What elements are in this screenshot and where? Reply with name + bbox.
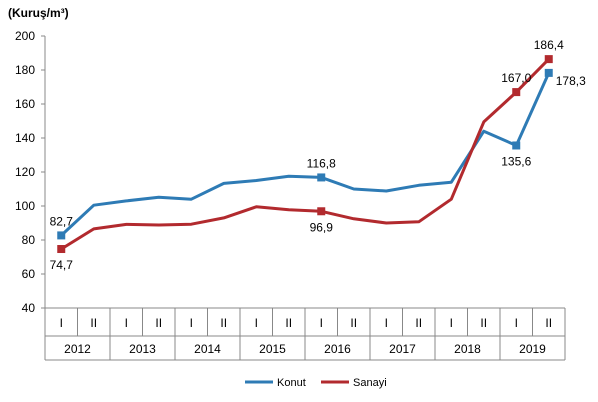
x-tick-label: I [255,316,258,330]
x-tick-label: I [385,316,388,330]
year-label: 2012 [64,342,91,356]
data-label-sanayi: 167,0 [501,71,531,85]
x-tick-label: I [60,316,63,330]
data-label-konut: 116,8 [307,156,336,170]
data-point-sanayi [317,207,326,216]
legend: Konut Sanayi [245,377,387,389]
x-tick-label: II [285,316,292,330]
year-label: 2019 [519,342,546,356]
year-label: 2016 [324,342,351,356]
y-tick-label: 80 [22,233,36,247]
y-tick-label: 140 [15,131,35,145]
y-axis-label: (Kuruş/m³) [8,6,69,20]
x-tick-label: II [350,316,357,330]
series-line-sanayi [60,58,550,251]
y-tick-label: 100 [15,199,35,213]
y-tick-label: 160 [15,97,35,111]
year-label: 2013 [129,342,156,356]
year-label: 2014 [194,342,221,356]
x-tick-label: I [125,316,128,330]
data-point-konut [512,141,521,150]
data-point-sanayi [512,88,521,97]
x-tick-label: II [480,316,487,330]
data-point-konut [317,173,326,182]
x-tick-label: II [545,316,552,330]
year-label: 2015 [259,342,286,356]
y-tick-label: 120 [15,165,35,179]
x-tick-label: I [190,316,193,330]
data-label-konut: 135,6 [501,154,531,168]
data-label-konut: 82,7 [50,214,74,228]
data-point-sanayi [57,245,66,254]
year-label: 2017 [389,342,416,356]
x-tick-label: II [415,316,422,330]
data-labels: 82,7 116,8 135,6 178,3 74,7 96,9 167,0 186,4 [50,38,587,272]
x-tick-label: II [155,316,162,330]
y-tick-label: 60 [22,267,36,281]
year-label: 2018 [454,342,481,356]
y-tick-label: 200 [15,29,35,43]
data-point-konut [57,231,66,240]
y-tick-label: 180 [15,63,35,77]
series-layer [57,55,553,254]
data-point-sanayi [544,55,553,64]
data-label-sanayi: 96,9 [310,220,334,234]
legend-label-konut: Konut [277,377,306,389]
x-tick-label: I [450,316,453,330]
data-label-konut: 178,3 [556,74,586,88]
y-tick-label: 40 [22,301,36,315]
data-point-konut [544,68,553,77]
x-tick-label: I [515,316,518,330]
data-label-sanayi: 186,4 [534,38,564,52]
data-label-sanayi: 74,7 [50,258,74,272]
x-tick-label: II [220,316,227,330]
legend-label-sanayi: Sanayi [353,377,387,389]
x-tick-label: II [90,316,97,330]
x-tick-label: I [320,316,323,330]
